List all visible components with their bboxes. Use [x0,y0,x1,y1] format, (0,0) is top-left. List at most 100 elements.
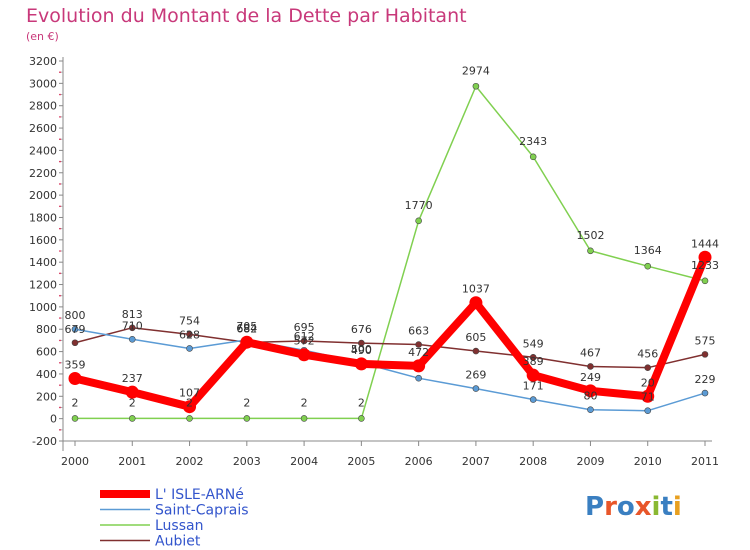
y-minor-dot [59,93,61,96]
y-tick-label: 600 [36,346,57,359]
data-label: 605 [465,331,486,344]
data-point [415,217,422,225]
data-label: 684 [236,322,257,335]
y-tick-label: 2600 [29,122,57,135]
y-tick-label: 200 [36,390,57,403]
data-point [186,331,193,338]
legend-item-1: Saint-Caprais [100,503,249,519]
legend-item-0: L' ISLE-ARNé [100,487,244,503]
data-label: 500 [351,343,372,356]
data-label: 389 [523,355,544,368]
y-minor-dot [59,317,61,319]
data-label: 710 [122,319,143,332]
data-point [300,415,308,422]
data-point [469,296,483,310]
y-minor-dot [59,138,61,141]
data-point [186,415,193,422]
y-tick-label: 3000 [29,77,57,90]
data-label: 813 [122,308,143,321]
x-tick-label: 2008 [519,455,547,468]
data-point [412,359,426,373]
legend-label: L' ISLE-ARNé [155,487,244,503]
y-minor-dot [59,361,61,364]
y-minor-dot [59,429,61,431]
legend-item-2: Lussan [100,518,203,534]
data-label: 754 [179,314,200,327]
series-line [74,328,706,412]
series-line [74,327,706,369]
x-tick-label: 2000 [61,455,89,468]
data-label: 2 [243,396,250,409]
data-point [529,153,537,161]
data-point [240,335,254,349]
data-point [128,415,136,422]
chart-title: Evolution du Montant de la Dette par Hab… [26,5,467,27]
y-tick-label: 1800 [29,211,57,224]
data-point [587,247,594,255]
data-label: 1770 [405,199,433,212]
proxiti-logo: Proxiti [585,492,682,522]
data-label: 676 [351,323,372,336]
y-minor-dot [59,384,61,386]
x-tick-label: 2001 [118,455,146,468]
series-3 [71,324,709,371]
chart-subtitle: (en €) [26,30,59,43]
data-point [183,400,197,414]
data-point [472,385,480,392]
y-tick-label: 1000 [29,301,57,314]
data-label: 2974 [462,64,490,77]
data-point [415,374,422,382]
data-point [71,415,79,422]
data-label: 171 [523,380,544,393]
y-tick-label: 1200 [29,279,57,292]
data-point [300,337,308,345]
data-point [644,407,652,415]
logo-letter: i [652,492,661,522]
data-point [644,262,652,270]
data-point [243,415,251,422]
y-tick-label: 2000 [29,189,57,202]
series-2 [71,82,709,422]
x-tick-label: 2005 [347,455,375,468]
data-label: 456 [637,348,658,361]
logo-letter: r [604,492,617,522]
data-point [644,364,652,371]
y-tick-label: 800 [36,323,57,336]
data-label: 575 [695,334,716,347]
data-point [698,250,712,264]
data-label: 2 [301,396,308,409]
legend-label: Lussan [155,518,203,534]
data-point [71,325,79,333]
data-point [641,389,655,403]
data-point [297,348,311,362]
data-label: 2 [129,396,136,409]
data-label: 612 [294,330,315,343]
data-labels: 359 237 107 684 572 490 472 1037 389 249 20 1444 800… [65,64,720,409]
y-minor-dot [59,272,61,275]
logo-letter: x [635,492,652,522]
logo-letter: i [673,492,682,522]
data-point [701,351,709,358]
data-label: 1444 [691,237,719,250]
data-label: 695 [294,321,315,334]
x-tick-label: 2004 [290,455,318,468]
legend-label: Aubiet [155,534,201,550]
data-point [587,406,594,414]
x-tick-label: 2006 [405,455,433,468]
logo-letter: t [660,492,672,522]
y-tick-label: 1400 [29,256,57,269]
data-label: 705 [236,320,257,333]
y-tick-label: 2200 [29,167,57,180]
data-label: 1037 [462,283,490,296]
y-minor-dot [59,294,61,297]
axes: -200 0 200 400 600 800 1000 1200 1400 1600 1800 200… [29,55,719,468]
logo-letter: P [585,492,604,522]
data-label: 679 [65,323,86,336]
data-label: 107 [179,387,200,400]
legend-item-3: Aubiet [100,534,201,550]
data-point [701,277,709,285]
data-point [472,347,480,355]
data-point [587,363,594,370]
data-label: 237 [122,372,143,385]
